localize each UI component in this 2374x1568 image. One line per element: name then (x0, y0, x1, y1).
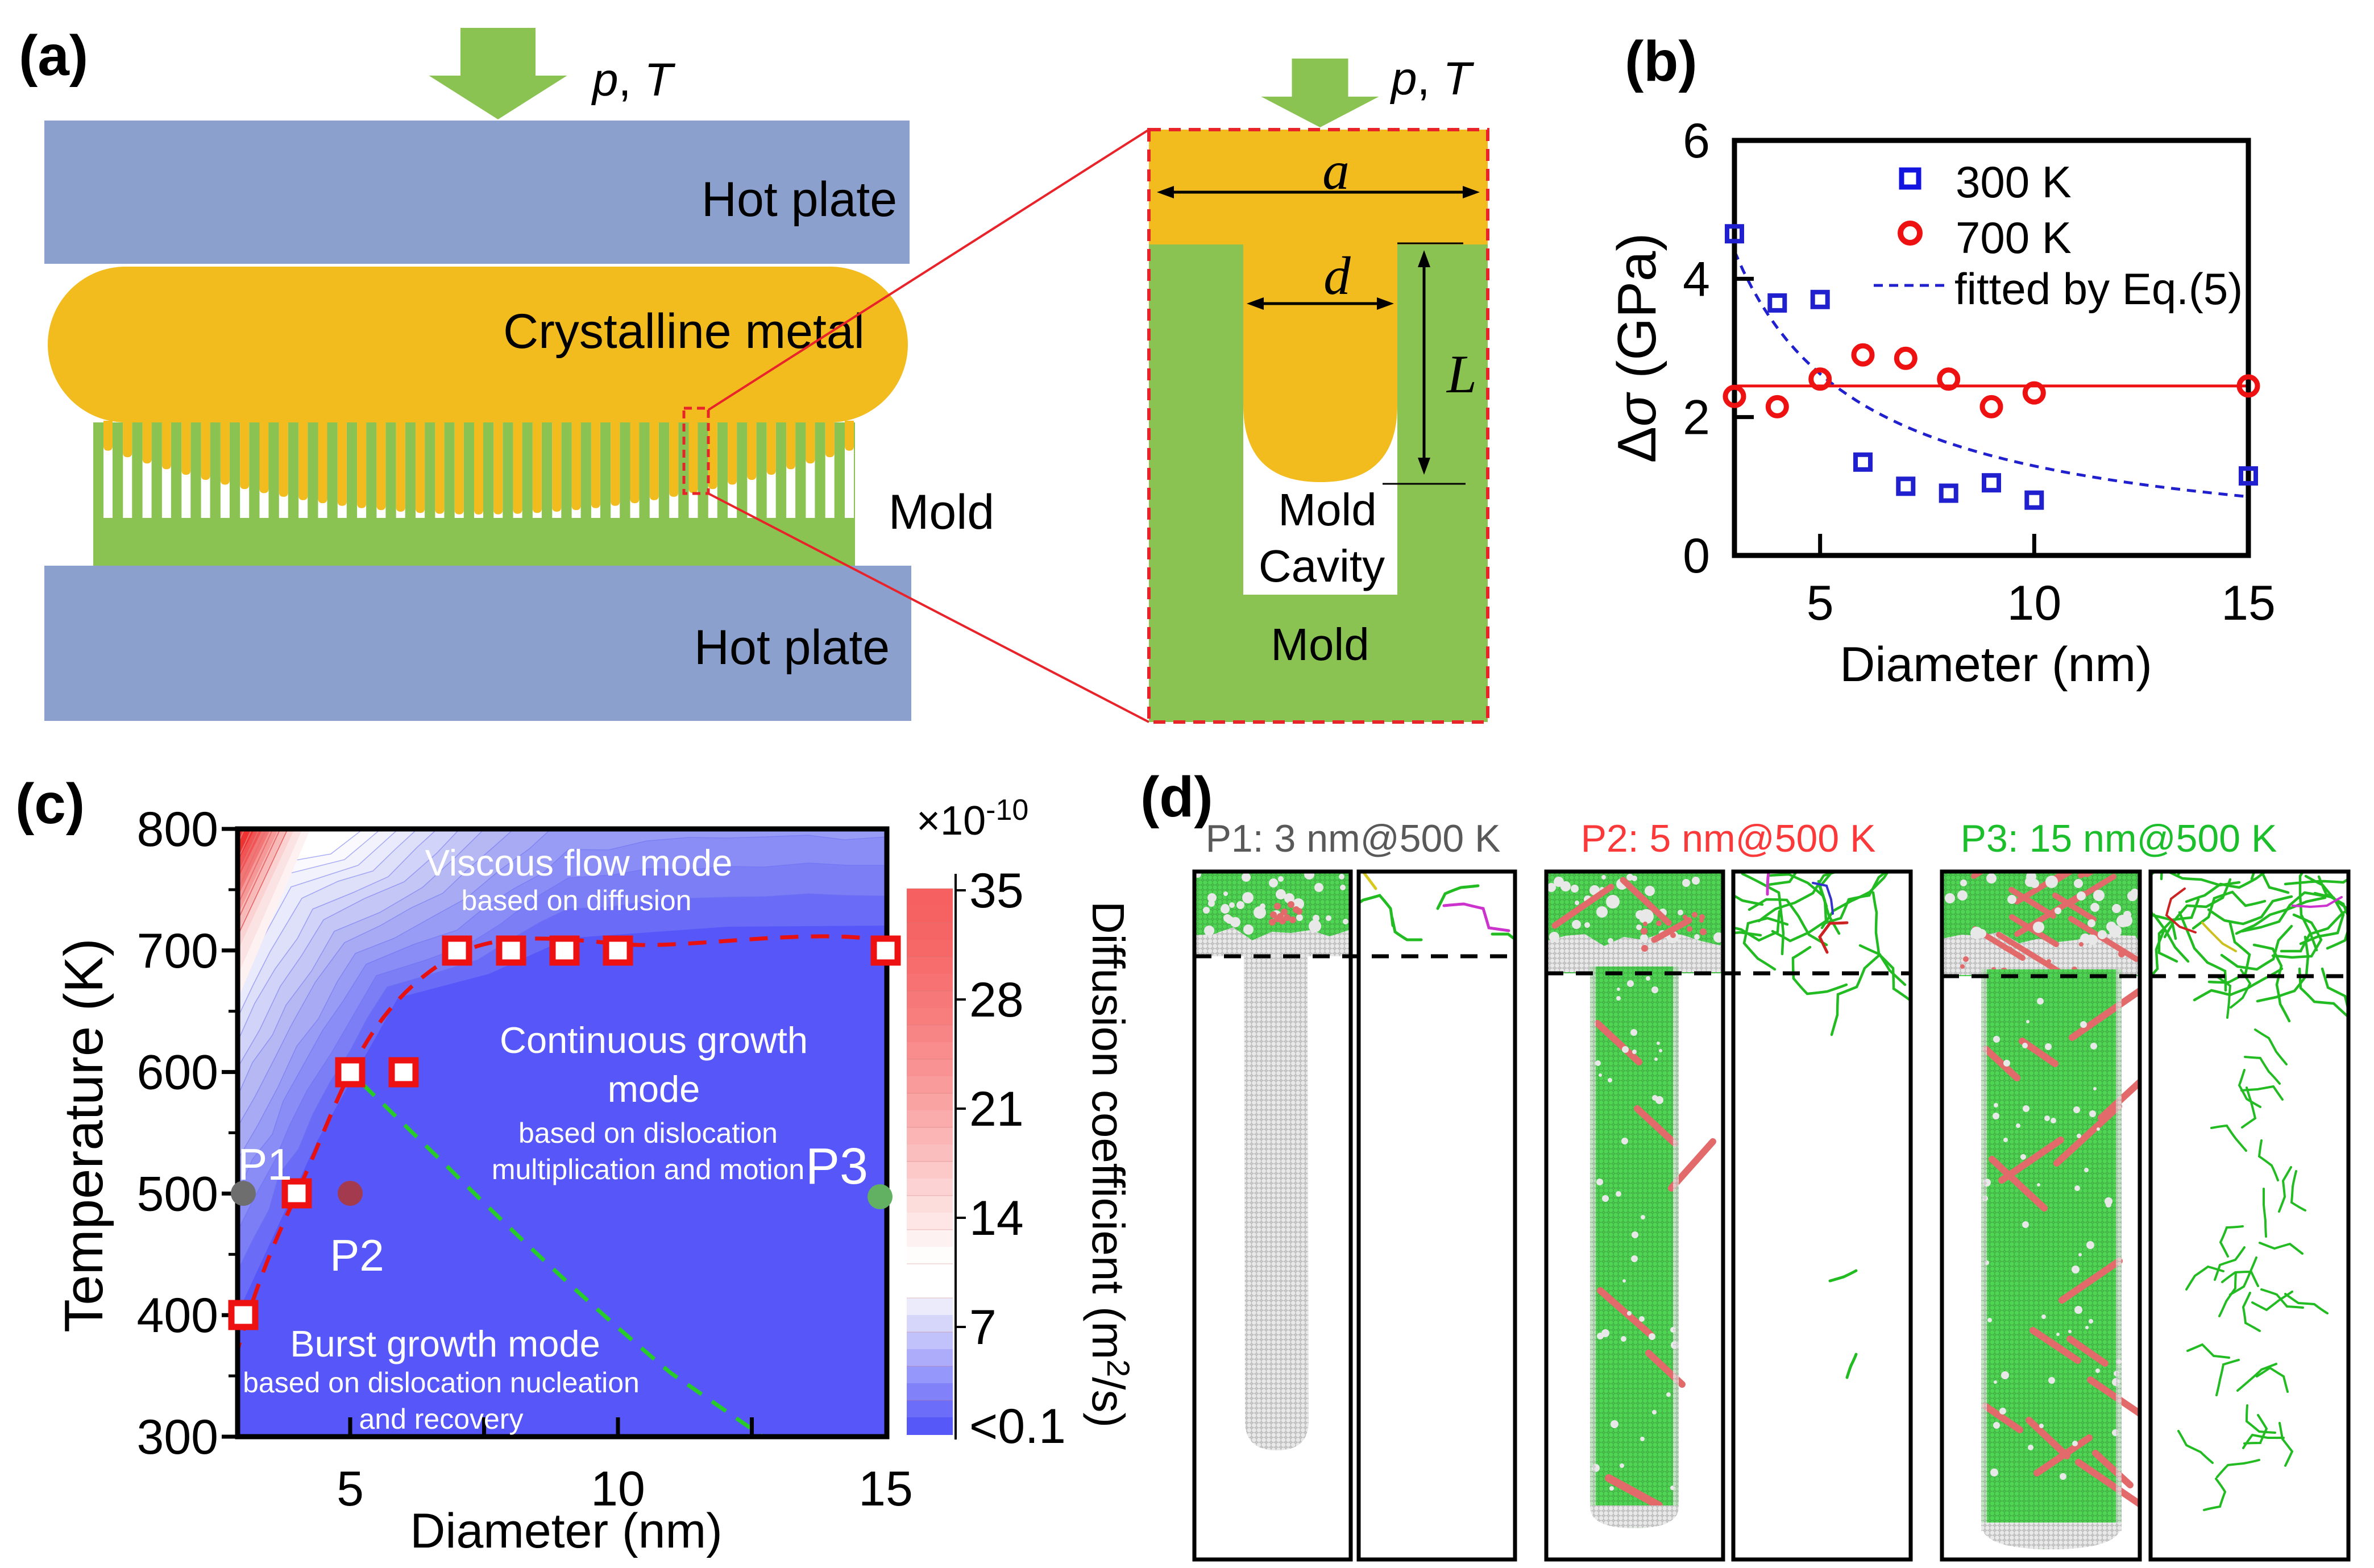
svg-text:5: 5 (337, 1462, 364, 1516)
svg-text:Crystalline metal: Crystalline metal (503, 304, 865, 359)
svg-text:300 K: 300 K (1956, 157, 2072, 207)
svg-text:L: L (1446, 344, 1477, 404)
svg-text:Mold: Mold (1271, 619, 1369, 670)
svg-text:P3: P3 (806, 1138, 868, 1195)
svg-text:400: 400 (137, 1288, 219, 1343)
svg-text:2: 2 (1683, 391, 1710, 445)
svg-text:and recovery: and recovery (359, 1403, 523, 1435)
svg-text:700: 700 (137, 924, 219, 978)
svg-text:fitted by Eq.(5): fitted by Eq.(5) (1954, 264, 2243, 314)
svg-text:(c): (c) (15, 772, 85, 836)
svg-text:14: 14 (969, 1191, 1024, 1246)
svg-text:15: 15 (858, 1462, 913, 1516)
svg-text:Continuous growth: Continuous growth (500, 1019, 808, 1061)
svg-text:multiplication and motion: multiplication and motion (492, 1154, 804, 1185)
svg-text:P1: P1 (238, 1139, 292, 1189)
svg-text:Mold: Mold (1278, 484, 1376, 535)
svg-text:300: 300 (137, 1410, 219, 1465)
svg-text:28: 28 (969, 973, 1024, 1027)
svg-text:Hot plate: Hot plate (694, 620, 890, 675)
svg-text:10: 10 (591, 1462, 645, 1516)
svg-text:Diameter (nm): Diameter (nm) (410, 1504, 723, 1558)
svg-text:35: 35 (969, 864, 1024, 918)
svg-text:6: 6 (1683, 114, 1710, 168)
svg-text:800: 800 (137, 802, 219, 857)
svg-text:Diffusion coefficient (m2/s): Diffusion coefficient (m2/s) (1083, 901, 1136, 1428)
svg-text:(b): (b) (1625, 30, 1698, 93)
svg-text:P2: 5 nm@500 K: P2: 5 nm@500 K (1581, 817, 1876, 860)
svg-text:<0.1: <0.1 (969, 1399, 1066, 1454)
svg-text:21: 21 (969, 1082, 1024, 1136)
svg-text:Temperature (K): Temperature (K) (53, 938, 114, 1333)
svg-text:Diameter (nm): Diameter (nm) (1840, 637, 2152, 692)
svg-text:4: 4 (1683, 252, 1710, 306)
svg-text:Burst growth mode: Burst growth mode (290, 1323, 600, 1364)
svg-text:500: 500 (137, 1167, 219, 1221)
svg-text:5: 5 (1807, 576, 1834, 630)
svg-text:p, T: p, T (591, 54, 675, 106)
svg-text:15: 15 (2221, 576, 2276, 630)
svg-text:(d): (d) (1140, 765, 1213, 829)
svg-text:×10-10: ×10-10 (916, 794, 1028, 844)
svg-text:Mold: Mold (889, 485, 994, 540)
svg-text:Hot plate: Hot plate (702, 172, 897, 227)
svg-text:mode: mode (608, 1068, 700, 1110)
svg-text:600: 600 (137, 1046, 219, 1100)
svg-text:(a): (a) (19, 24, 88, 88)
svg-text:a: a (1322, 140, 1350, 201)
svg-text:P1: 3 nm@500 K: P1: 3 nm@500 K (1206, 817, 1501, 860)
svg-text:based on dislocation nucleatio: based on dislocation nucleation (243, 1367, 640, 1399)
svg-text:Δσ (GPa): Δσ (GPa) (1607, 233, 1667, 463)
svg-text:P3: 15 nm@500 K: P3: 15 nm@500 K (1961, 817, 2277, 860)
svg-text:Viscous flow mode: Viscous flow mode (425, 842, 733, 883)
svg-text:7: 7 (969, 1300, 997, 1355)
svg-text:700 K: 700 K (1956, 213, 2072, 263)
svg-text:based on dislocation: based on dislocation (518, 1117, 778, 1149)
svg-text:Cavity: Cavity (1259, 541, 1385, 591)
svg-text:p, T: p, T (1389, 53, 1474, 105)
svg-text:10: 10 (2007, 576, 2061, 630)
svg-text:P2: P2 (330, 1230, 384, 1280)
svg-text:0: 0 (1683, 529, 1710, 583)
svg-text:d: d (1323, 246, 1351, 306)
svg-text:based on diffusion: based on diffusion (462, 885, 692, 916)
